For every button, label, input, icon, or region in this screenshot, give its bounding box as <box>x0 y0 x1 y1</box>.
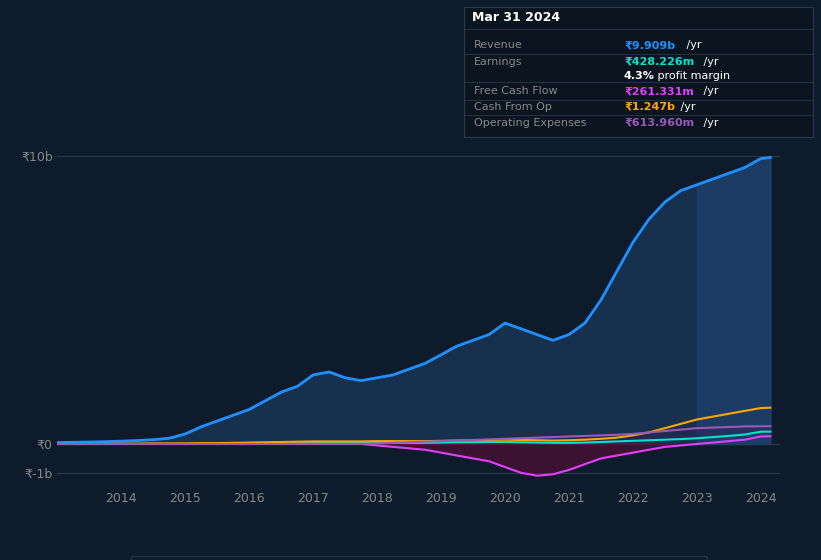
Text: ₹261.331m: ₹261.331m <box>624 86 694 96</box>
Text: /yr: /yr <box>700 118 719 128</box>
Text: ₹9.909b: ₹9.909b <box>624 40 675 50</box>
Text: /yr: /yr <box>683 40 702 50</box>
Text: Cash From Op: Cash From Op <box>474 102 552 112</box>
Text: ₹613.960m: ₹613.960m <box>624 118 694 128</box>
Text: /yr: /yr <box>700 57 719 67</box>
Text: /yr: /yr <box>677 102 696 112</box>
Text: /yr: /yr <box>700 86 719 96</box>
Text: Revenue: Revenue <box>474 40 522 50</box>
Text: Earnings: Earnings <box>474 57 522 67</box>
Legend: Revenue, Earnings, Free Cash Flow, Cash From Op, Operating Expenses: Revenue, Earnings, Free Cash Flow, Cash … <box>131 556 707 560</box>
Text: profit margin: profit margin <box>654 71 731 81</box>
Text: ₹1.247b: ₹1.247b <box>624 102 675 112</box>
Text: Operating Expenses: Operating Expenses <box>474 118 586 128</box>
Text: ₹428.226m: ₹428.226m <box>624 57 695 67</box>
Text: Mar 31 2024: Mar 31 2024 <box>472 11 560 24</box>
Text: 4.3%: 4.3% <box>624 71 655 81</box>
Text: Free Cash Flow: Free Cash Flow <box>474 86 557 96</box>
